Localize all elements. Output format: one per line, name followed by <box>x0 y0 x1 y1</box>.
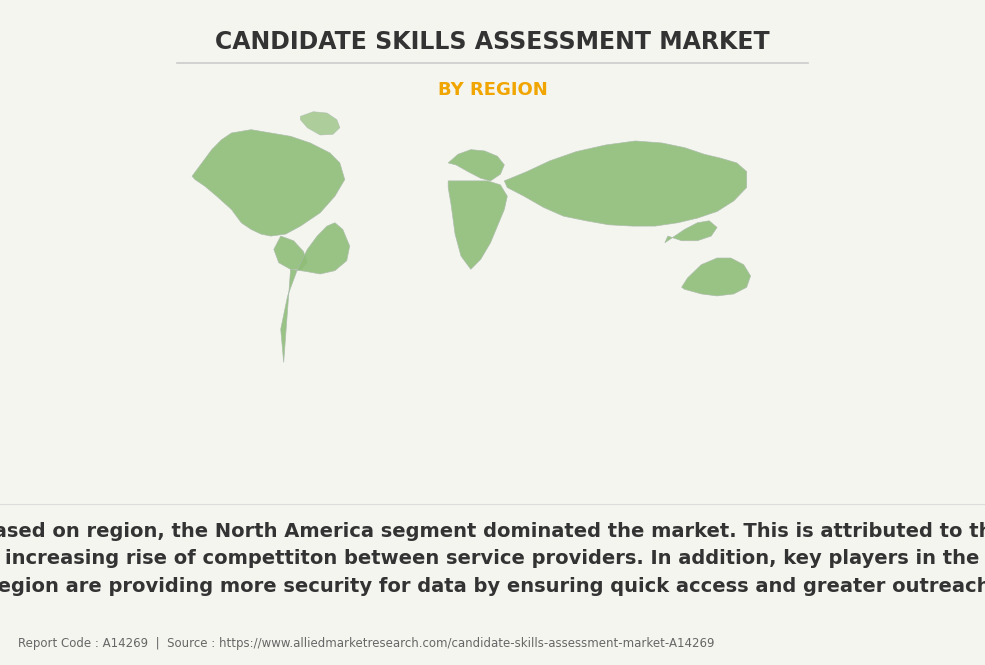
Text: BY REGION: BY REGION <box>437 81 548 99</box>
Polygon shape <box>281 223 350 362</box>
Polygon shape <box>504 141 747 226</box>
Text: CANDIDATE SKILLS ASSESSMENT MARKET: CANDIDATE SKILLS ASSESSMENT MARKET <box>215 30 770 54</box>
Polygon shape <box>274 236 307 269</box>
Polygon shape <box>448 181 507 269</box>
Text: Report Code : A14269  |  Source : https://www.alliedmarketresearch.com/candidate: Report Code : A14269 | Source : https://… <box>18 637 714 650</box>
Polygon shape <box>448 150 504 181</box>
Polygon shape <box>665 221 717 243</box>
Polygon shape <box>192 130 345 236</box>
Text: Based on region, the North America segment dominated the market. This is attribu: Based on region, the North America segme… <box>0 522 985 596</box>
Polygon shape <box>300 112 340 135</box>
Polygon shape <box>682 258 751 296</box>
